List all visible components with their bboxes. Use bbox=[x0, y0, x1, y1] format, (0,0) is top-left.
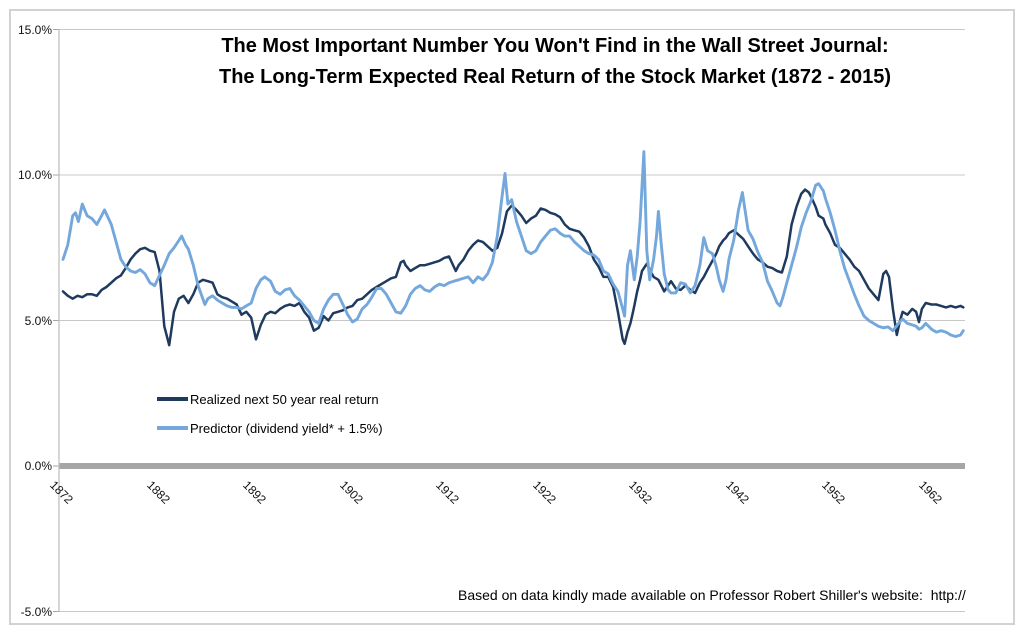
y-axis-tick-label: -5.0% bbox=[20, 604, 52, 619]
legend-swatch-predictor bbox=[157, 426, 188, 430]
source-note-line1: Based on data kindly made available on P… bbox=[458, 587, 966, 603]
series-line-realized bbox=[61, 188, 965, 347]
y-axis-tick-label: 5.0% bbox=[24, 313, 52, 328]
chart-title-line1: The Most Important Number You Won't Find… bbox=[221, 35, 889, 57]
zero-axis-line bbox=[59, 463, 965, 469]
legend-label-realized: Realized next 50 year real return bbox=[190, 391, 379, 407]
legend-swatch-realized bbox=[157, 397, 188, 401]
y-axis-tick-label: 0.0% bbox=[24, 459, 52, 473]
legend-item-predictor: Predictor (dividend yield* + 1.5%) bbox=[157, 418, 383, 438]
chart-title: The Most Important Number You Won't Find… bbox=[110, 31, 1000, 93]
source-note: Based on data kindly made available on P… bbox=[458, 545, 1008, 634]
y-axis-tick-label: 15.0% bbox=[17, 22, 52, 37]
y-axis-tick-label: 10.0% bbox=[17, 168, 52, 182]
series-line-predictor bbox=[61, 150, 965, 338]
legend-item-realized: Realized next 50 year real return bbox=[157, 389, 383, 409]
legend-label-predictor: Predictor (dividend yield* + 1.5%) bbox=[190, 420, 383, 436]
legend: Realized next 50 year real return Predic… bbox=[157, 389, 383, 447]
chart-title-line2: The Long-Term Expected Real Return of th… bbox=[218, 66, 892, 88]
